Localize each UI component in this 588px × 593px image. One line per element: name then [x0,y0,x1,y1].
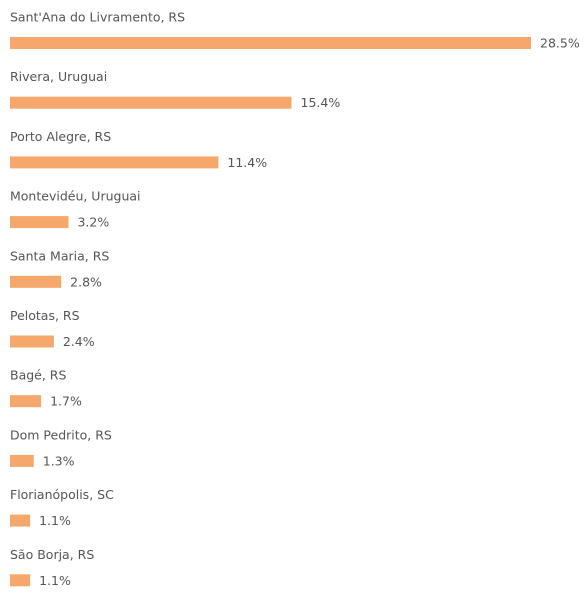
value-label: 2.4% [63,334,95,349]
category-label: Florianópolis, SC [10,487,114,502]
value-label: 3.2% [77,215,109,230]
bar [10,96,292,109]
category-label: Pelotas, RS [10,308,80,323]
category-label: Santa Maria, RS [10,248,109,263]
bar [10,216,69,229]
bar [10,395,42,408]
bar [10,335,54,348]
value-label: 2.8% [70,274,102,289]
category-label: Porto Alegre, RS [10,129,111,144]
value-label: 1.1% [39,513,71,528]
category-label: Montevidéu, Uruguai [10,189,141,204]
value-label: 1.1% [39,573,71,588]
value-label: 11.4% [227,155,267,170]
value-label: 15.4% [301,95,341,110]
bar [10,454,34,467]
category-label: Rivera, Uruguai [10,69,107,84]
category-label: Dom Pedrito, RS [10,427,112,442]
category-label: Bagé, RS [10,368,66,383]
category-label: Sant'Ana do Livramento, RS [10,10,185,25]
value-label: 28.5% [540,36,580,51]
value-label: 1.3% [43,453,75,468]
category-label: São Borja, RS [10,547,94,562]
bar [10,275,62,288]
bar [10,514,31,527]
bar [10,574,31,587]
bar [10,37,531,49]
value-label: 1.7% [50,394,82,409]
bar [10,156,219,169]
